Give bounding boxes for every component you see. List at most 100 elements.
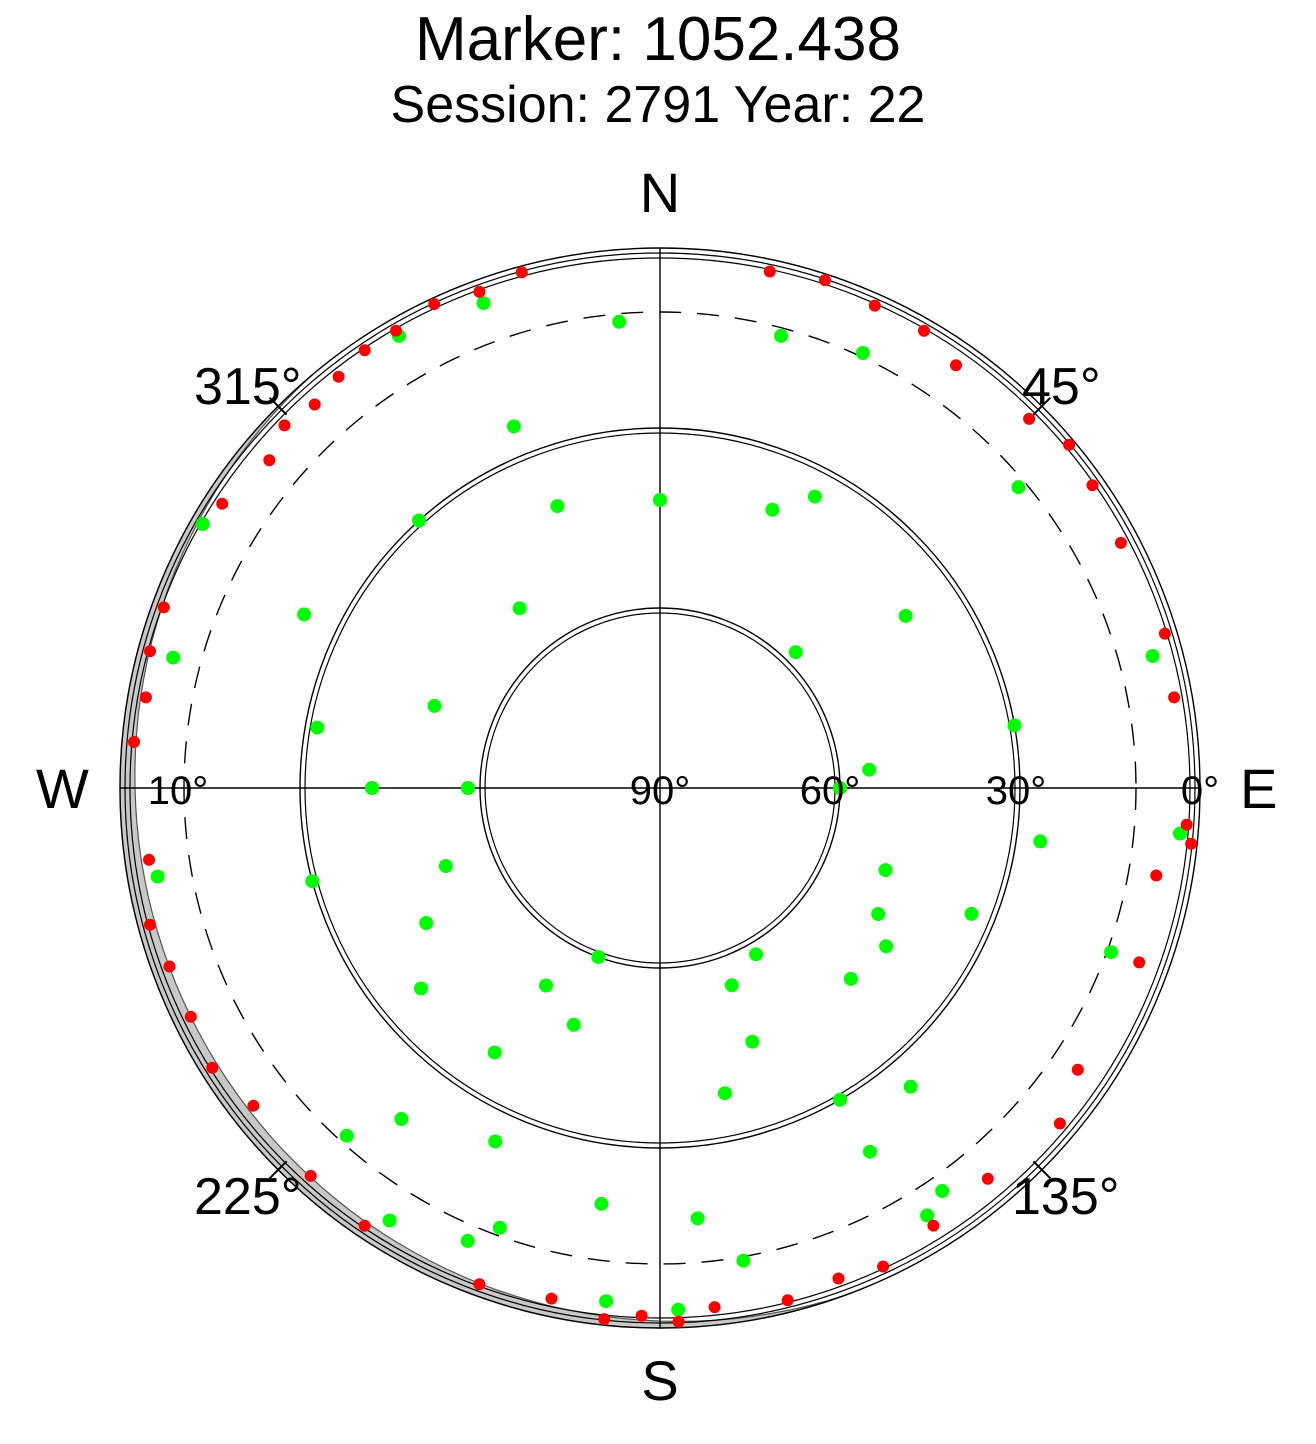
data-point bbox=[594, 1196, 609, 1211]
data-point bbox=[412, 513, 427, 528]
data-point bbox=[1063, 438, 1076, 451]
data-point bbox=[539, 978, 553, 993]
data-point bbox=[157, 601, 170, 614]
direction-label-south: S bbox=[641, 1349, 678, 1412]
data-point bbox=[487, 1045, 502, 1060]
data-point bbox=[819, 274, 831, 287]
data-point bbox=[550, 499, 565, 514]
data-point bbox=[903, 1079, 918, 1094]
data-point bbox=[476, 296, 491, 311]
data-point bbox=[1180, 818, 1193, 831]
data-point bbox=[332, 370, 345, 383]
data-point bbox=[855, 346, 870, 360]
data-point bbox=[920, 1208, 935, 1223]
data-point bbox=[878, 863, 893, 878]
data-point bbox=[863, 1144, 877, 1159]
azimuth-label-225: 225° bbox=[194, 1168, 302, 1226]
data-point bbox=[427, 698, 442, 713]
data-point bbox=[599, 1294, 614, 1309]
data-point bbox=[635, 1309, 648, 1322]
elevation-label-90: 90° bbox=[630, 769, 691, 813]
data-point bbox=[765, 502, 780, 517]
azimuth-label-135: 135° bbox=[1012, 1168, 1120, 1226]
data-point bbox=[144, 645, 156, 658]
data-point bbox=[898, 608, 913, 623]
data-point bbox=[833, 781, 847, 795]
data-point bbox=[166, 650, 181, 665]
data-point bbox=[308, 398, 321, 411]
data-point bbox=[833, 1092, 847, 1107]
data-point bbox=[1007, 718, 1022, 733]
data-point bbox=[774, 328, 789, 343]
data-point bbox=[653, 493, 667, 507]
direction-label-west: W bbox=[36, 757, 89, 820]
data-point bbox=[1168, 691, 1181, 704]
data-point bbox=[868, 299, 881, 312]
chart-subtitle: Session: 2791 Year: 22 bbox=[391, 76, 926, 134]
data-point bbox=[150, 869, 165, 884]
data-point bbox=[950, 359, 962, 372]
data-point bbox=[763, 265, 776, 278]
data-point bbox=[843, 971, 858, 986]
data-point bbox=[545, 1292, 558, 1305]
data-point bbox=[358, 1219, 371, 1232]
data-point bbox=[1033, 834, 1048, 849]
direction-label-east: E bbox=[1240, 757, 1277, 820]
azimuth-tick-45 bbox=[1032, 396, 1052, 416]
elevation-label-10-west: 10° bbox=[148, 769, 209, 813]
azimuth-tick-315 bbox=[268, 396, 288, 416]
data-point bbox=[304, 1169, 317, 1182]
data-point bbox=[419, 916, 434, 930]
data-point bbox=[428, 298, 441, 310]
data-point bbox=[736, 1253, 751, 1268]
data-point bbox=[206, 1061, 219, 1074]
data-point bbox=[163, 960, 176, 973]
data-point bbox=[745, 1034, 760, 1049]
data-point bbox=[247, 1099, 260, 1112]
data-point bbox=[788, 645, 803, 660]
data-point bbox=[1086, 479, 1099, 492]
data-point bbox=[460, 1233, 475, 1248]
data-point bbox=[394, 1112, 409, 1126]
data-point bbox=[310, 720, 325, 735]
elevation-label-0: 0° bbox=[1181, 769, 1219, 813]
data-point bbox=[515, 266, 528, 279]
data-point bbox=[195, 517, 210, 531]
data-point bbox=[390, 324, 402, 337]
data-point bbox=[871, 907, 886, 921]
data-point bbox=[927, 1219, 940, 1232]
data-point bbox=[263, 454, 276, 467]
data-point bbox=[1173, 826, 1187, 841]
data-point bbox=[358, 344, 371, 357]
data-point bbox=[879, 939, 894, 954]
data-point bbox=[1150, 869, 1163, 882]
data-point bbox=[918, 324, 930, 337]
elevation-label-60: 60° bbox=[800, 769, 861, 813]
data-point bbox=[832, 1272, 845, 1285]
elevation-label-30: 30° bbox=[986, 769, 1047, 813]
data-point bbox=[184, 1010, 197, 1023]
data-point bbox=[1145, 649, 1160, 663]
data-point bbox=[1185, 837, 1198, 850]
data-point bbox=[473, 1278, 486, 1291]
data-point bbox=[1071, 1063, 1084, 1076]
chart-title: Marker: 1052.438 bbox=[415, 5, 901, 74]
data-point bbox=[382, 1213, 397, 1228]
data-point bbox=[488, 1134, 503, 1149]
data-point bbox=[1011, 480, 1026, 495]
data-point bbox=[492, 1220, 507, 1235]
data-point bbox=[305, 874, 320, 889]
satellite-tracks bbox=[128, 265, 1198, 1328]
data-point bbox=[473, 285, 486, 298]
data-point bbox=[807, 489, 822, 504]
data-point bbox=[143, 853, 155, 866]
data-point bbox=[672, 1315, 685, 1328]
data-point bbox=[414, 981, 428, 996]
data-point bbox=[877, 1260, 890, 1273]
data-point bbox=[708, 1301, 721, 1314]
series-tracked bbox=[150, 296, 1187, 1317]
data-point bbox=[935, 1184, 950, 1198]
data-point bbox=[144, 918, 156, 931]
data-point bbox=[724, 978, 739, 993]
